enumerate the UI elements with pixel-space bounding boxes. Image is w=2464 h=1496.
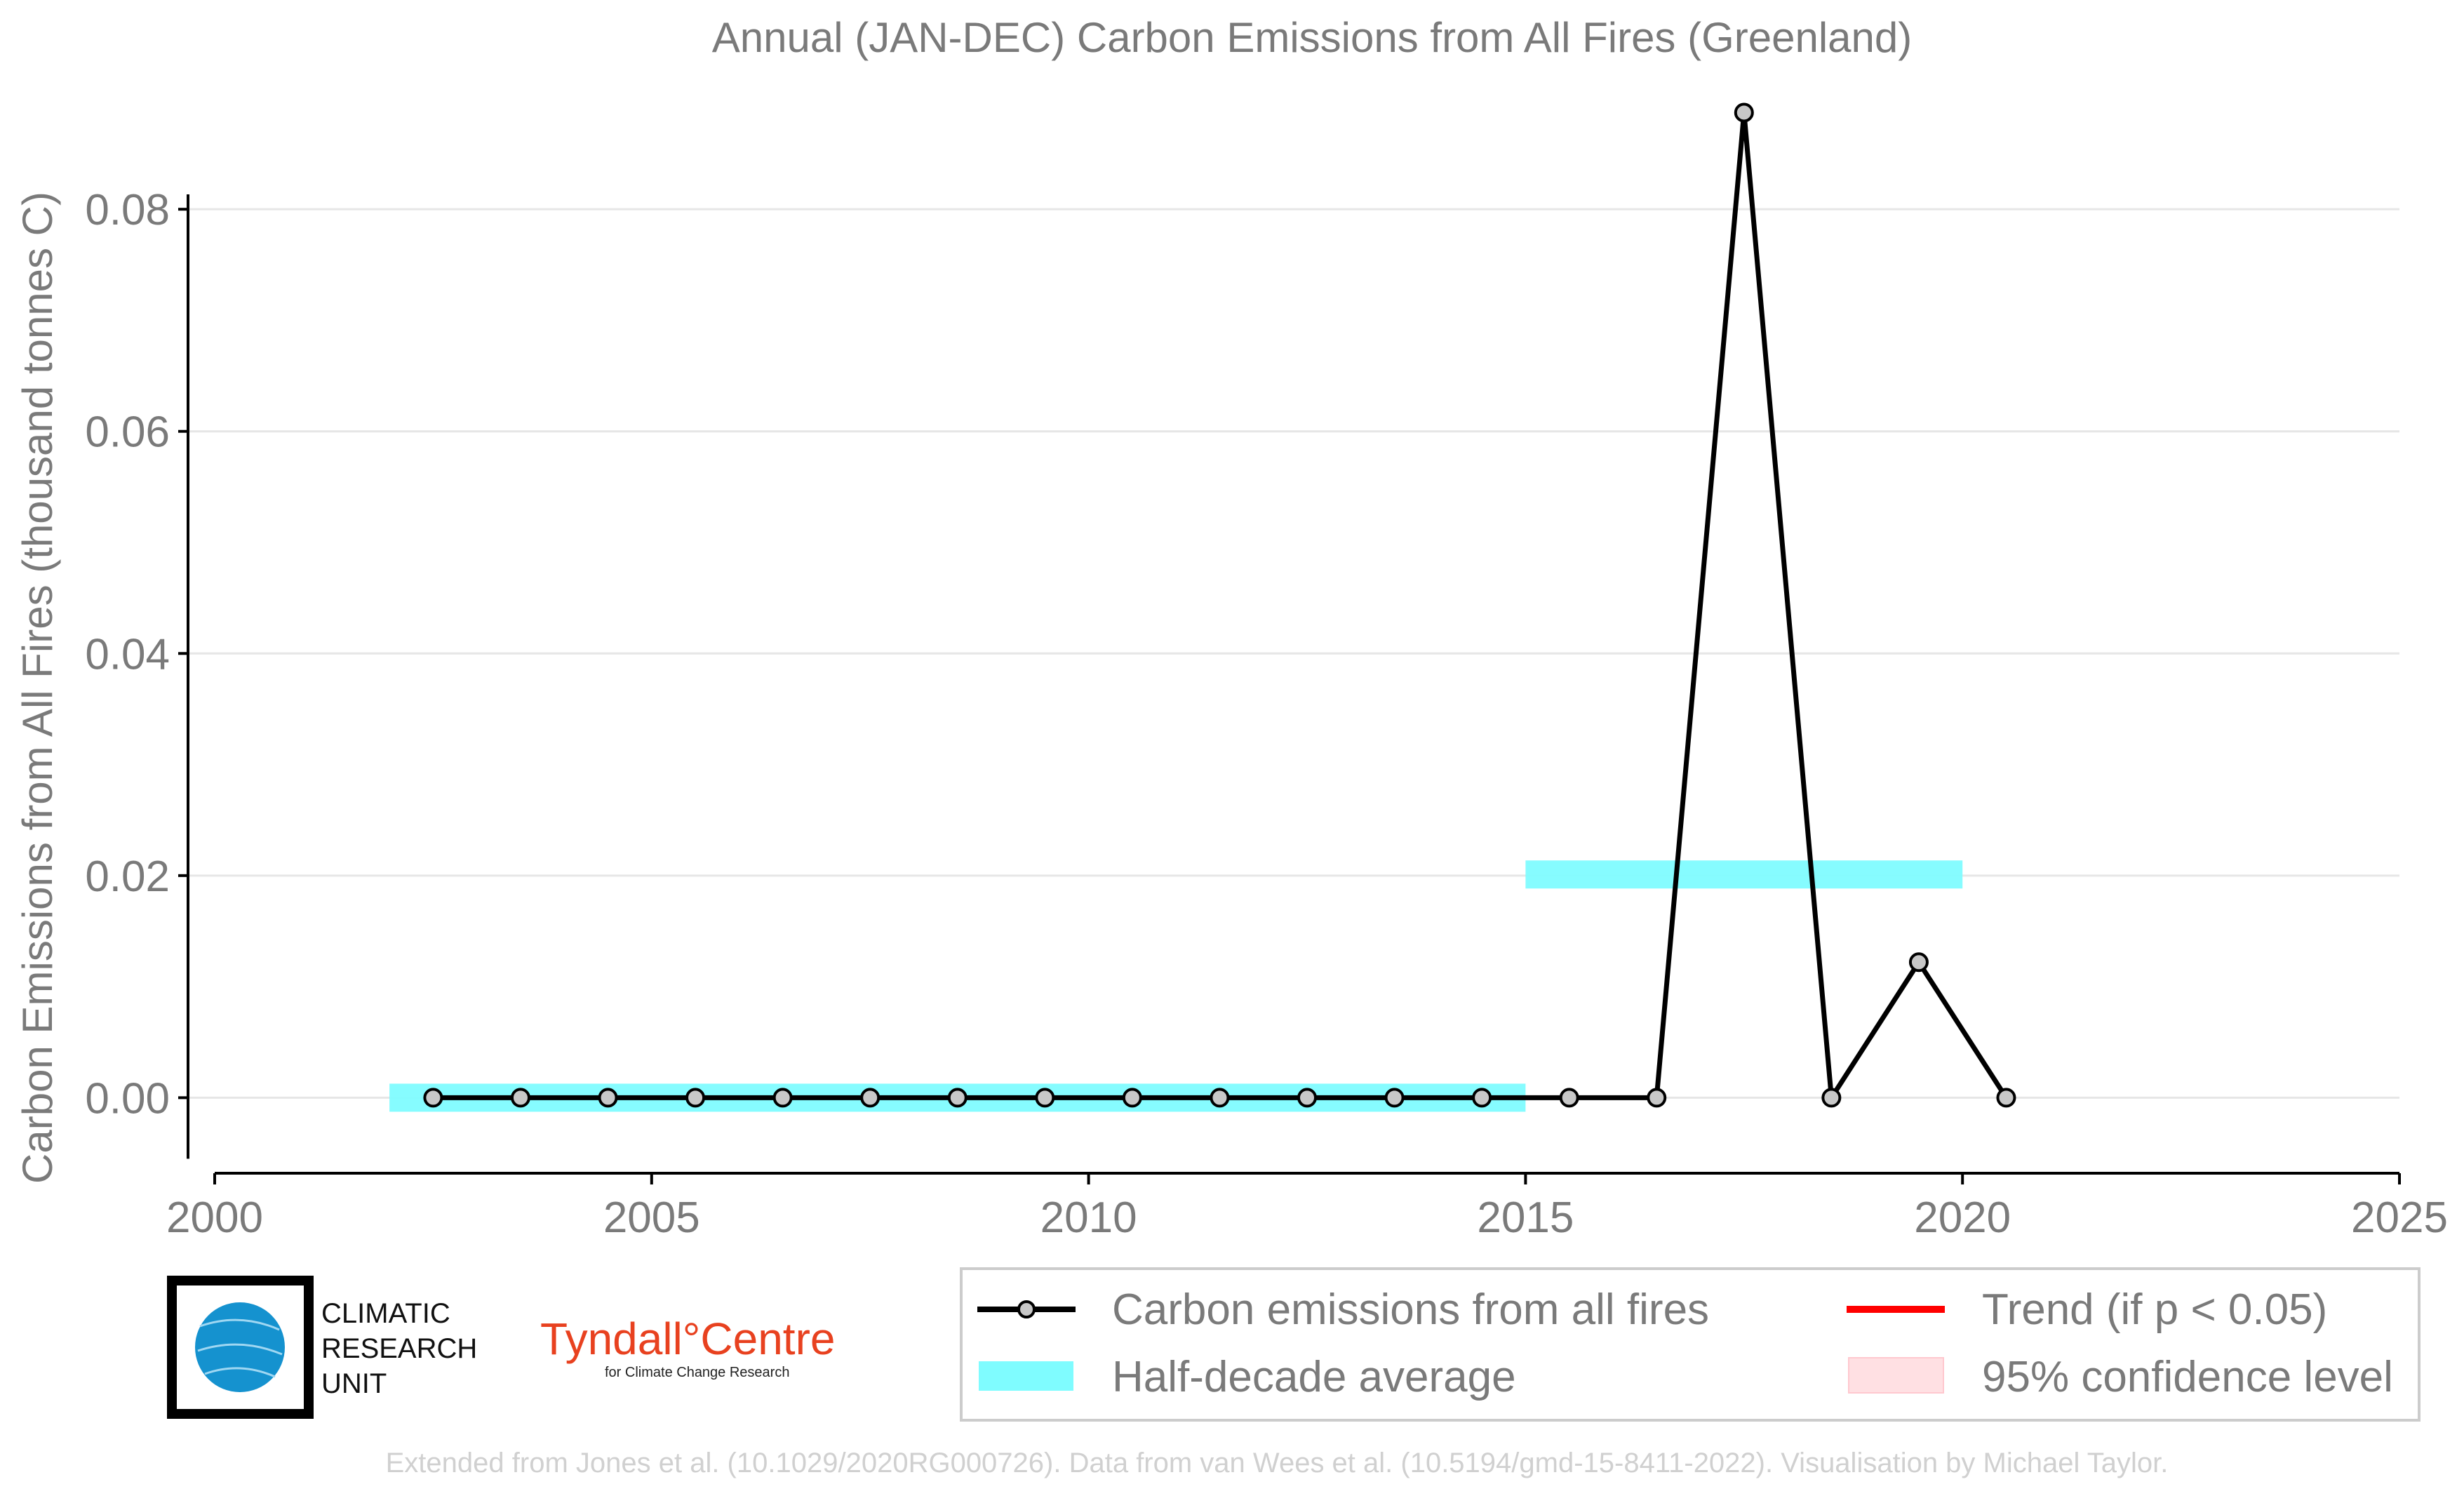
legend-label-emissions: Carbon emissions from all fires — [1112, 1285, 1709, 1334]
cru-logo-bracket-right — [203, 1276, 314, 1419]
data-point — [1996, 1088, 2016, 1108]
y-tick-label: 0.04 — [85, 630, 170, 679]
legend: Carbon emissions from all fires Trend (i… — [960, 1267, 2421, 1422]
footer-credit: Extended from Jones et al. (10.1029/2020… — [386, 1448, 2169, 1478]
y-tick-label: 0.00 — [85, 1074, 170, 1123]
y-tick-label: 0.06 — [85, 408, 170, 457]
emissions-line — [433, 112, 2009, 1105]
data-point — [1821, 1088, 1842, 1108]
axes — [178, 194, 2401, 1184]
data-point — [598, 1088, 618, 1108]
grid-lines — [188, 208, 2399, 1099]
data-point — [1908, 952, 1929, 973]
tick-labels: 0.00 0.02 0.04 0.06 0.08 2000 2005 2010 2015 2020… — [85, 186, 2448, 1242]
data-point — [1734, 102, 1754, 123]
x-tick-label: 2025 — [2351, 1194, 2448, 1242]
cru-logo-line-2: RESEARCH — [321, 1333, 477, 1364]
half-decade-bar — [1525, 860, 1963, 889]
legend-box — [960, 1267, 2421, 1422]
data-point — [685, 1088, 706, 1108]
x-tick-label: 2005 — [603, 1194, 700, 1242]
data-point — [947, 1088, 967, 1108]
data-point — [1472, 1088, 1492, 1108]
tyndall-logo: Tyndall°Centre for Climate Change Resear… — [540, 1314, 835, 1380]
data-point — [1559, 1088, 1579, 1108]
series-line — [433, 112, 2009, 1105]
legend-label-confidence: 95% confidence level — [1982, 1353, 2393, 1401]
data-point — [772, 1088, 793, 1108]
x-tick-label: 2015 — [1477, 1194, 1574, 1242]
x-tick-label: 2020 — [1914, 1194, 2011, 1242]
x-tick-label: 2000 — [166, 1194, 263, 1242]
data-point — [423, 1088, 443, 1108]
data-point — [1210, 1088, 1230, 1108]
legend-label-trend: Trend (if p < 0.05) — [1982, 1285, 2327, 1334]
legend-swatch-half-decade — [979, 1361, 1073, 1391]
data-point — [1297, 1088, 1317, 1108]
chart-title: Annual (JAN-DEC) Carbon Emissions from A… — [712, 14, 1913, 61]
data-point — [860, 1088, 881, 1108]
data-point — [510, 1088, 530, 1108]
cru-logo-bracket-left — [167, 1276, 281, 1419]
series-markers — [423, 102, 2016, 1108]
x-tick-label: 2010 — [1040, 1194, 1137, 1242]
legend-swatch-marker — [1017, 1300, 1036, 1318]
globe-lines-icon — [197, 1318, 283, 1378]
data-point — [1035, 1088, 1055, 1108]
y-tick-label: 0.02 — [85, 853, 170, 901]
cru-logo: CLIMATIC RESEARCH UNIT — [167, 1276, 477, 1419]
legend-swatch-confidence — [1848, 1357, 1944, 1394]
tyndall-logo-sub: for Climate Change Research — [605, 1365, 789, 1380]
tyndall-logo-main: Tyndall°Centre — [540, 1314, 835, 1364]
legend-label-half-decade: Half-decade average — [1112, 1353, 1516, 1401]
data-point — [1384, 1088, 1405, 1108]
cru-logo-line-3: UNIT — [321, 1368, 387, 1399]
half-decade-bands — [389, 860, 1963, 1112]
data-point — [1122, 1088, 1142, 1108]
cru-logo-line-1: CLIMATIC — [321, 1298, 450, 1329]
y-tick-label: 0.08 — [85, 186, 170, 234]
y-axis-label: Carbon Emissions from All Fires (thousan… — [14, 192, 61, 1184]
data-point — [1647, 1088, 1667, 1108]
